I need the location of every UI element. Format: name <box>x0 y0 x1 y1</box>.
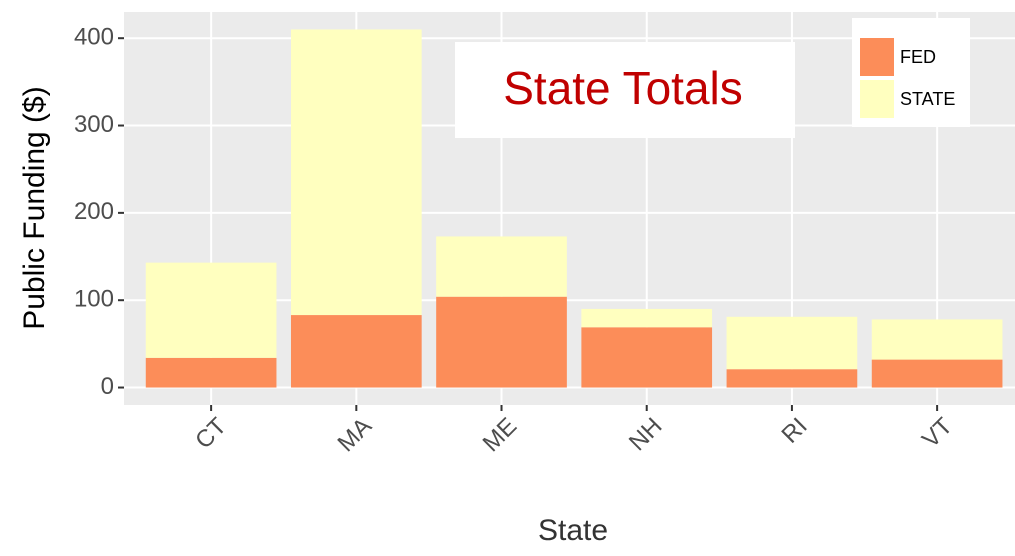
y-tick-label: 200 <box>74 198 114 225</box>
bar-segment <box>581 327 713 388</box>
y-tick-label: 400 <box>74 24 114 51</box>
bar-segment <box>726 316 858 370</box>
x-axis-title: State <box>538 514 608 547</box>
x-tick-label: RI <box>777 413 813 449</box>
x-tick-label: MA <box>333 413 378 458</box>
y-axis-title: Public Funding ($) <box>18 86 51 329</box>
bar-segment <box>145 262 277 358</box>
bar-segment <box>581 308 713 328</box>
legend-label: STATE <box>900 89 955 109</box>
legend-key <box>860 80 894 118</box>
y-tick-label: 100 <box>74 286 114 313</box>
y-tick-label: 300 <box>74 111 114 138</box>
bar-segment <box>436 236 567 297</box>
bar-segment <box>145 357 277 388</box>
legend-label: FED <box>900 47 936 67</box>
title-box <box>455 42 795 138</box>
x-tick-label: NH <box>624 413 668 457</box>
bar-segment <box>726 369 858 388</box>
bar-segment <box>290 29 422 316</box>
x-tick-label: ME <box>478 413 523 458</box>
bar-segment <box>436 296 567 388</box>
x-tick-label: CT <box>190 412 232 454</box>
y-tick-label: 0 <box>101 373 114 400</box>
bar-segment <box>290 315 422 388</box>
x-tick-label: VT <box>917 412 958 453</box>
bar-segment <box>871 359 1003 388</box>
chart-title: State Totals <box>503 62 743 114</box>
legend-key <box>860 38 894 76</box>
bar-segment <box>871 319 1003 360</box>
